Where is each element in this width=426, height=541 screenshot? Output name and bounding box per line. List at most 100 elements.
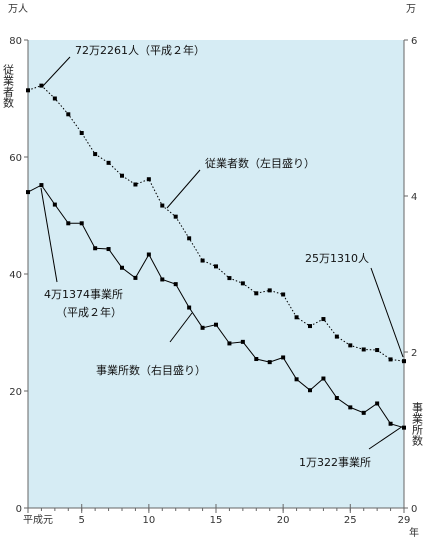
- establishments-point: [214, 322, 218, 327]
- employees-point: [227, 276, 232, 281]
- employees-point: [200, 258, 205, 263]
- employees-point: [120, 173, 124, 178]
- establishments-point: [321, 376, 326, 381]
- establishments-point: [254, 357, 259, 362]
- x-tick-label: 15: [210, 515, 223, 526]
- establishments-point: [160, 277, 165, 282]
- establishments-point: [227, 341, 232, 346]
- establishments-point: [375, 401, 380, 406]
- leader-est-start: [40, 187, 58, 283]
- establishments-point: [402, 425, 406, 430]
- left-axis-title: 従業者数: [2, 64, 15, 109]
- establishments-point: [66, 221, 71, 226]
- establishments-point: [26, 190, 30, 195]
- employees-point: [240, 281, 245, 286]
- leader-est-series: [169, 312, 193, 343]
- annotation-est-end: 1万322事業所: [299, 456, 371, 469]
- establishments-point: [52, 202, 57, 207]
- left-tick-label: 20: [9, 387, 22, 398]
- x-tick-label: 平成元: [23, 514, 53, 526]
- establishments-point: [388, 421, 393, 426]
- employees-point: [267, 288, 272, 293]
- employees-point: [146, 177, 151, 182]
- series-layer: [26, 83, 406, 430]
- establishments-point: [334, 396, 339, 401]
- annotation-emp-end: 25万1310人: [305, 252, 369, 265]
- employees-point: [294, 315, 299, 320]
- employees-point: [321, 317, 326, 322]
- right-tick-label: 0: [411, 504, 417, 515]
- employees-point: [334, 334, 339, 339]
- establishments-point: [146, 252, 151, 257]
- employees-point: [106, 160, 111, 165]
- right-tick-label: 6: [411, 36, 417, 47]
- establishments-point: [39, 183, 44, 188]
- annotation-est-start-1: 4万1374事業所: [44, 288, 123, 301]
- employees-point: [26, 88, 30, 93]
- establishments-point: [281, 355, 286, 360]
- employees-point: [173, 214, 178, 219]
- establishments-point: [348, 405, 353, 410]
- employees-point: [79, 131, 84, 136]
- employees-point: [361, 347, 366, 352]
- leader-emp-end: [370, 267, 404, 358]
- establishments-point: [361, 410, 366, 415]
- establishments-point: [120, 265, 124, 270]
- leader-emp-series: [166, 169, 201, 209]
- left-tick-label: 80: [9, 36, 22, 47]
- leader-emp-start: [41, 56, 71, 88]
- employees-point: [308, 324, 312, 329]
- employees-point: [93, 152, 98, 157]
- annotation-emp-series: 従業者数（左目盛り）: [205, 156, 315, 170]
- employees-point: [133, 182, 138, 187]
- annotation-leaders: [40, 56, 404, 450]
- employees-point: [402, 359, 406, 364]
- establishments-point: [79, 221, 84, 226]
- establishments-point: [200, 325, 205, 330]
- employees-point: [187, 236, 192, 241]
- employees-point: [160, 203, 165, 208]
- establishments-point: [187, 305, 192, 310]
- employees-point: [66, 112, 71, 117]
- establishments-point: [173, 282, 178, 287]
- establishments-point: [267, 360, 272, 365]
- x-tick-label: 20: [277, 515, 290, 526]
- employees-point: [281, 292, 286, 297]
- x-tick-label: 29: [398, 515, 411, 526]
- annotation-emp-start: 72万2261人（平成２年）: [75, 43, 205, 57]
- x-axis-ticks: 平成元 5 10 15 20 25 29: [23, 504, 410, 526]
- left-tick-label: 40: [9, 270, 22, 281]
- employees-point: [375, 348, 380, 353]
- x-tick-label: 10: [142, 515, 155, 526]
- x-tick-label: 5: [79, 515, 85, 526]
- employees-point: [52, 96, 57, 101]
- establishments-point: [133, 275, 138, 280]
- right-axis-ticks: 0 2 4 6: [404, 36, 417, 515]
- employees-point: [254, 291, 259, 296]
- employees-point: [214, 264, 218, 269]
- establishments-point: [106, 247, 111, 252]
- right-tick-label: 2: [411, 348, 417, 359]
- plot-background: [28, 40, 404, 508]
- annotation-est-start-2: （平成２年）: [56, 305, 122, 319]
- employees-point: [348, 343, 353, 348]
- establishments-point: [93, 246, 98, 251]
- left-tick-label: 0: [16, 504, 22, 515]
- establishments-point: [294, 377, 299, 382]
- x-unit-label: 年: [409, 526, 419, 539]
- right-tick-label: 4: [411, 192, 417, 203]
- establishments-point: [240, 339, 245, 344]
- left-tick-label: 60: [9, 153, 22, 164]
- annotation-est-series: 事業所数（右目盛り）: [96, 363, 206, 377]
- right-axis-title: 事業所数: [411, 402, 424, 447]
- x-tick-label: 25: [344, 515, 357, 526]
- left-axis-ticks: 0 20 40 60 80: [9, 36, 28, 515]
- leader-est-end: [368, 425, 404, 450]
- right-unit-label: 万: [406, 4, 416, 15]
- employees-line: [27, 85, 405, 362]
- left-unit-label: 万人: [8, 3, 28, 15]
- establishments-point: [308, 388, 312, 393]
- employees-point: [388, 357, 393, 362]
- employees-point: [39, 83, 44, 88]
